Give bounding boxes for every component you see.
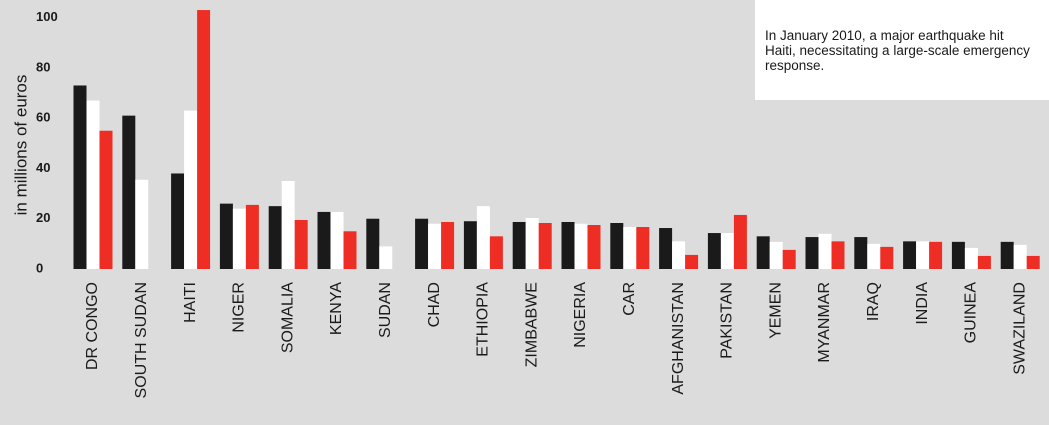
bar	[135, 179, 149, 269]
x-tick-label: ZIMBABWE	[523, 282, 540, 367]
bar	[623, 227, 637, 269]
bar	[1000, 241, 1014, 269]
bar	[672, 241, 686, 269]
bar	[343, 231, 357, 269]
bar	[317, 211, 331, 269]
bar	[476, 206, 490, 269]
bar	[366, 218, 380, 269]
bar	[929, 241, 943, 269]
x-tick-label: SUDAN	[377, 282, 394, 338]
bar	[379, 246, 393, 269]
y-axis-label: in millions of euros	[11, 75, 30, 216]
y-tick-label: 60	[36, 110, 50, 125]
bar	[867, 243, 881, 269]
bar	[636, 227, 650, 269]
x-tick-label: SWAZILAND	[1011, 282, 1028, 375]
bar	[245, 204, 259, 269]
x-tick-label: ETHIOPIA	[475, 282, 492, 357]
annotation: In January 2010, a major earthquake hit …	[755, 0, 1049, 100]
bar	[805, 237, 819, 269]
x-tick-label: IRAQ	[865, 282, 882, 321]
x-tick-label: SOMALIA	[279, 282, 296, 353]
x-tick-label: MYANMAR	[816, 282, 833, 363]
bar	[574, 223, 588, 269]
bar	[561, 221, 575, 269]
y-tick-label: 40	[36, 160, 50, 175]
x-tick-label: PAKISTAN	[719, 282, 736, 359]
bar	[685, 254, 699, 269]
bar	[659, 228, 673, 269]
bar	[184, 110, 198, 269]
bar	[916, 241, 930, 269]
bar	[171, 173, 185, 269]
bar	[1026, 255, 1040, 269]
bar	[441, 221, 455, 269]
bar	[86, 100, 100, 269]
x-tick-label: KENYA	[328, 282, 345, 335]
bar	[219, 203, 233, 269]
bar	[818, 233, 832, 269]
bar	[782, 249, 796, 269]
bar	[73, 85, 87, 269]
bar	[268, 206, 282, 269]
bar	[756, 236, 770, 269]
bar	[964, 247, 978, 269]
bar	[854, 237, 868, 269]
bar	[1013, 244, 1027, 269]
bar	[977, 255, 991, 269]
x-tick-label: INDIA	[914, 282, 931, 325]
bar	[99, 130, 113, 269]
y-tick-label: 100	[36, 9, 58, 24]
x-tick-label: NIGERIA	[572, 282, 589, 348]
bar	[489, 236, 503, 269]
bar	[733, 214, 747, 269]
x-tick-label: SOUTH SUDAN	[133, 282, 150, 398]
bar	[831, 241, 845, 269]
x-tick-label: DR CONGO	[84, 282, 101, 370]
x-tick-label: CHAD	[426, 282, 443, 327]
x-tick-label: AFGHANISTAN	[670, 282, 687, 395]
bar	[428, 223, 442, 269]
bar	[197, 10, 211, 270]
bar	[330, 211, 344, 269]
bar	[232, 208, 246, 269]
bar	[769, 241, 783, 269]
x-tick-label: GUINEA	[963, 282, 980, 344]
y-tick-label: 80	[36, 59, 50, 74]
x-tick-label: NIGER	[231, 282, 248, 333]
bar	[415, 218, 429, 269]
bar	[512, 221, 526, 269]
bar	[294, 219, 308, 269]
bar	[903, 241, 917, 269]
x-tick-label: YEMEN	[767, 282, 784, 339]
bar	[610, 222, 624, 269]
bar	[281, 181, 295, 269]
bar	[463, 221, 477, 269]
y-tick-label: 0	[36, 260, 43, 275]
y-tick-label: 20	[36, 210, 50, 225]
bar	[707, 233, 721, 269]
bar	[720, 233, 734, 269]
x-tick-label: CAR	[621, 282, 638, 316]
bar	[525, 217, 539, 269]
bar	[951, 241, 965, 269]
bar	[587, 225, 601, 269]
bar	[880, 246, 894, 269]
x-tick-label: HAITI	[182, 282, 199, 323]
bar	[538, 222, 552, 269]
bar	[122, 115, 136, 269]
